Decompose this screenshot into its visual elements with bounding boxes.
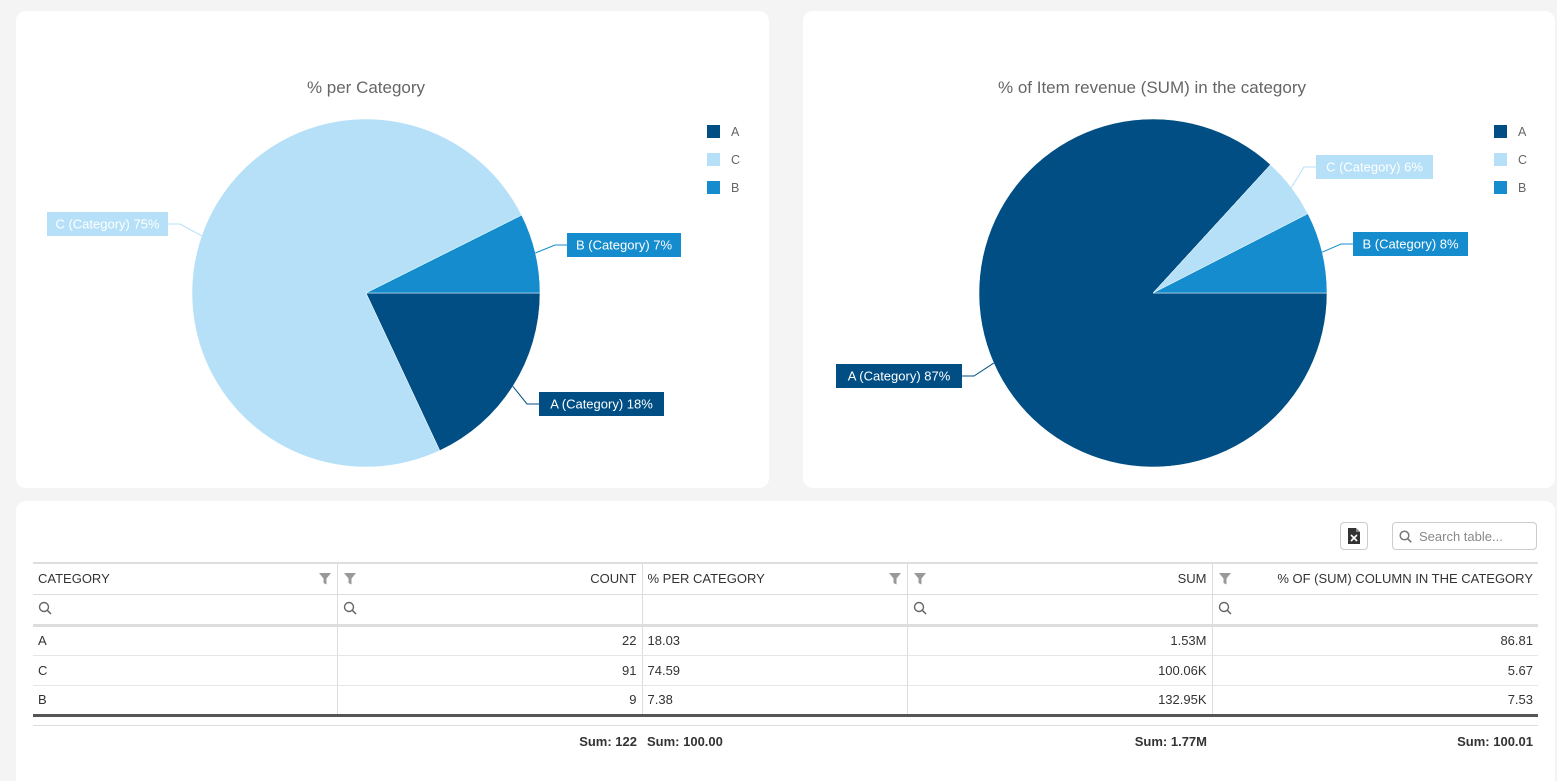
pie-slice-b[interactable]	[365, 214, 541, 294]
column-header-count[interactable]: COUNT	[336, 562, 642, 595]
cell-sum: 132.95K	[906, 685, 1212, 717]
filter-icon[interactable]	[1218, 572, 1232, 586]
legend-swatch-c[interactable]	[1494, 153, 1507, 166]
legend-label-c[interactable]: C	[1518, 153, 1527, 167]
data-label-a: A (Category) 87%	[848, 369, 951, 384]
cell-pct-category: 74.59	[641, 655, 907, 686]
table-search-box[interactable]	[1392, 522, 1537, 550]
filter-cell-category[interactable]	[33, 594, 337, 627]
cell-pct-category: 7.38	[641, 685, 907, 717]
column-header-pct-category[interactable]: % PER CATEGORY	[641, 562, 907, 595]
table-summary-row: Sum: 122 Sum: 100.00 Sum: 1.77M Sum: 100…	[33, 725, 1538, 757]
cell-pct-category: 18.03	[641, 625, 907, 656]
legend-label-c[interactable]: C	[731, 153, 740, 167]
summary-cell-category	[33, 725, 337, 757]
legend-swatch-a[interactable]	[707, 125, 720, 138]
data-label-box	[1353, 232, 1468, 256]
pie-chart-card-category: % per Category A (Category) 18% C (Categor…	[16, 11, 769, 488]
cell-pct-sum: 7.53	[1211, 685, 1538, 717]
data-table: CATEGORY COUNT % PER CATEGORY	[33, 562, 1538, 757]
summary-pct-category: Sum: 100.00	[647, 733, 723, 749]
legend-swatch-b[interactable]	[1494, 181, 1507, 194]
chart-title: % per Category	[307, 78, 426, 97]
legend-swatch-b[interactable]	[707, 181, 720, 194]
pie-chart-revenue: % of Item revenue (SUM) in the category A…	[836, 78, 1527, 468]
data-label-a: A (Category) 18%	[550, 397, 653, 412]
summary-sum: Sum: 1.77M	[1134, 733, 1207, 749]
excel-export-icon	[1348, 528, 1360, 544]
table-search-input[interactable]	[1417, 527, 1531, 545]
search-icon	[913, 601, 927, 615]
leader-line	[168, 223, 202, 237]
legend-label-b[interactable]: B	[1518, 181, 1526, 195]
cell-sum: 1.53M	[906, 625, 1212, 656]
leader-line	[512, 386, 539, 405]
legend-swatch-a[interactable]	[1494, 125, 1507, 138]
cell-sum: 100.06K	[906, 655, 1212, 686]
table-filter-row	[33, 594, 1538, 627]
table-row[interactable]: B 9 7.38 132.95K 7.53	[33, 685, 1538, 717]
search-icon	[1399, 529, 1412, 543]
data-label-box	[567, 233, 681, 257]
leader-line	[535, 244, 567, 254]
leader-line	[1290, 166, 1316, 188]
column-header-label: % OF (SUM) COLUMN IN THE CATEGORY	[1277, 571, 1533, 587]
column-header-pct-sum[interactable]: % OF (SUM) COLUMN IN THE CATEGORY	[1211, 562, 1538, 595]
data-table-card: CATEGORY COUNT % PER CATEGORY	[16, 501, 1555, 781]
chart-title: % of Item revenue (SUM) in the category	[998, 78, 1307, 97]
table-row[interactable]: A 22 18.03 1.53M 86.81	[33, 625, 1538, 656]
summary-pct-sum: Sum: 100.01	[1457, 733, 1533, 749]
filter-cell-pct-sum[interactable]	[1211, 594, 1538, 627]
pie-slice-a[interactable]	[365, 292, 541, 451]
cell-count: 9	[336, 685, 642, 717]
filter-icon[interactable]	[343, 572, 357, 586]
legend-label-a[interactable]: A	[1518, 125, 1527, 139]
filter-icon[interactable]	[888, 572, 902, 586]
cell-category: A	[33, 625, 337, 656]
data-label-box	[1316, 155, 1433, 179]
search-icon	[38, 601, 52, 615]
leader-line	[962, 362, 995, 377]
cell-pct-sum: 86.81	[1211, 625, 1538, 656]
table-row[interactable]: C 91 74.59 100.06K 5.67	[33, 655, 1538, 686]
filter-cell-count[interactable]	[336, 594, 642, 627]
data-label-b: B (Category) 7%	[576, 238, 673, 253]
pie-chart-category: % per Category A (Category) 18% C (Categor…	[47, 78, 740, 468]
filter-icon[interactable]	[913, 572, 927, 586]
column-header-sum[interactable]: SUM	[906, 562, 1212, 595]
legend-swatch-c[interactable]	[707, 153, 720, 166]
filter-cell-pct-category	[641, 594, 907, 627]
cell-count: 22	[336, 625, 642, 656]
cell-pct-sum: 5.67	[1211, 655, 1538, 686]
leader-line	[1321, 243, 1353, 253]
column-header-label: COUNT	[590, 571, 637, 587]
data-label-c: C (Category) 6%	[1326, 160, 1423, 175]
column-header-label: CATEGORY	[38, 571, 110, 587]
data-label-box	[539, 392, 664, 416]
column-header-category[interactable]: CATEGORY	[33, 562, 337, 595]
cell-category: C	[33, 655, 337, 686]
search-icon	[1218, 601, 1232, 615]
filter-cell-sum[interactable]	[906, 594, 1212, 627]
cell-category: B	[33, 685, 337, 717]
data-label-b: B (Category) 8%	[1362, 237, 1459, 252]
column-header-label: % PER CATEGORY	[647, 571, 765, 587]
table-header-row: CATEGORY COUNT % PER CATEGORY	[33, 562, 1538, 595]
data-label-c: C (Category) 75%	[55, 217, 159, 232]
pie-chart-card-revenue: % of Item revenue (SUM) in the category A…	[803, 11, 1555, 488]
filter-icon[interactable]	[318, 572, 332, 586]
legend-label-a[interactable]: A	[731, 125, 740, 139]
column-header-label: SUM	[1177, 571, 1207, 587]
data-label-box	[836, 364, 962, 388]
summary-count: Sum: 122	[579, 733, 637, 749]
legend-label-b[interactable]: B	[731, 181, 739, 195]
search-icon	[343, 601, 357, 615]
pie-slice-c[interactable]	[191, 118, 522, 468]
cell-count: 91	[336, 655, 642, 686]
excel-export-button[interactable]	[1340, 522, 1368, 550]
data-label-box	[47, 212, 168, 236]
